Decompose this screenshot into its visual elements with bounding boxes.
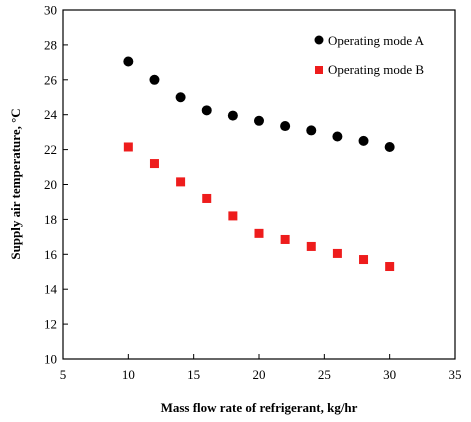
data-point-series-b xyxy=(149,159,159,169)
data-point-series-b xyxy=(123,142,133,152)
x-tick-label: 30 xyxy=(383,367,396,382)
x-tick-label: 10 xyxy=(122,367,135,382)
y-tick-label: 24 xyxy=(44,107,58,122)
legend-marker-mode-a xyxy=(314,35,324,45)
data-point-series-b xyxy=(306,241,316,251)
legend-marker-mode-b xyxy=(315,66,323,74)
y-tick-label: 12 xyxy=(44,317,57,332)
data-point-series-a xyxy=(358,135,369,146)
legend-label-mode-b: Operating mode B xyxy=(328,62,424,77)
y-axis-ticks: 10 12 14 16 18 20 22 24 26 28 30 xyxy=(44,3,68,367)
y-tick-label: 10 xyxy=(44,352,57,367)
x-tick-label: 35 xyxy=(449,367,462,382)
y-tick-label: 30 xyxy=(44,3,57,18)
data-point-series-b xyxy=(280,234,290,244)
y-tick-label: 22 xyxy=(44,142,57,157)
data-point-series-b xyxy=(332,248,342,258)
x-axis-title: Mass flow rate of refrigerant, kg/hr xyxy=(161,400,358,415)
data-point-series-b xyxy=(385,262,395,272)
y-tick-label: 16 xyxy=(44,247,58,262)
data-point-series-a xyxy=(149,74,160,85)
data-point-series-a xyxy=(175,92,186,103)
data-point-series-a xyxy=(123,56,134,67)
data-point-series-a xyxy=(384,141,395,152)
y-tick-label: 26 xyxy=(44,72,58,87)
data-point-series-b xyxy=(254,228,264,238)
data-markers xyxy=(123,56,395,272)
data-point-series-a xyxy=(254,115,264,126)
y-axis-title: Supply air temperature, °C xyxy=(8,108,23,259)
x-axis-ticks: 5 10 15 20 25 30 35 xyxy=(60,354,462,382)
data-point-series-a xyxy=(280,121,291,132)
legend: Operating mode A Operating mode B xyxy=(314,33,425,77)
data-point-series-a xyxy=(306,125,317,136)
data-point-series-a xyxy=(227,110,238,121)
data-point-series-a xyxy=(201,105,212,116)
data-point-series-b xyxy=(359,255,369,265)
x-tick-label: 5 xyxy=(60,367,67,382)
y-tick-label: 14 xyxy=(44,282,58,297)
y-tick-label: 28 xyxy=(44,37,57,52)
x-tick-label: 25 xyxy=(318,367,331,382)
data-point-series-b xyxy=(228,211,238,221)
data-point-series-b xyxy=(202,193,212,203)
y-tick-label: 20 xyxy=(44,177,57,192)
x-tick-label: 20 xyxy=(253,367,266,382)
data-point-series-a xyxy=(332,131,343,142)
legend-label-mode-a: Operating mode A xyxy=(328,33,425,48)
y-tick-label: 18 xyxy=(44,212,57,227)
x-tick-label: 15 xyxy=(187,367,200,382)
data-point-series-b xyxy=(176,177,186,187)
plot-area xyxy=(62,9,456,360)
